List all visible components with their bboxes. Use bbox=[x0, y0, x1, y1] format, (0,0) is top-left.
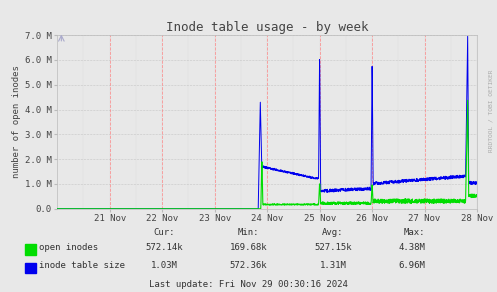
Text: Last update: Fri Nov 29 00:30:16 2024: Last update: Fri Nov 29 00:30:16 2024 bbox=[149, 280, 348, 289]
Text: Min:: Min: bbox=[238, 228, 259, 237]
Text: 169.68k: 169.68k bbox=[230, 243, 267, 252]
Text: RRDTOOL / TOBI OETIKER: RRDTOOL / TOBI OETIKER bbox=[489, 70, 494, 152]
Text: 6.96M: 6.96M bbox=[398, 261, 425, 270]
Text: 527.15k: 527.15k bbox=[314, 243, 352, 252]
Text: 1.31M: 1.31M bbox=[320, 261, 346, 270]
Text: 572.14k: 572.14k bbox=[145, 243, 183, 252]
Text: Max:: Max: bbox=[404, 228, 425, 237]
Text: Avg:: Avg: bbox=[322, 228, 344, 237]
Text: inode table size: inode table size bbox=[39, 261, 125, 270]
Text: open inodes: open inodes bbox=[39, 243, 98, 252]
Y-axis label: number of open inodes: number of open inodes bbox=[11, 65, 20, 178]
Text: 1.03M: 1.03M bbox=[151, 261, 177, 270]
Title: Inode table usage - by week: Inode table usage - by week bbox=[166, 21, 368, 34]
Text: 4.38M: 4.38M bbox=[398, 243, 425, 252]
Text: Cur:: Cur: bbox=[153, 228, 175, 237]
Text: 572.36k: 572.36k bbox=[230, 261, 267, 270]
